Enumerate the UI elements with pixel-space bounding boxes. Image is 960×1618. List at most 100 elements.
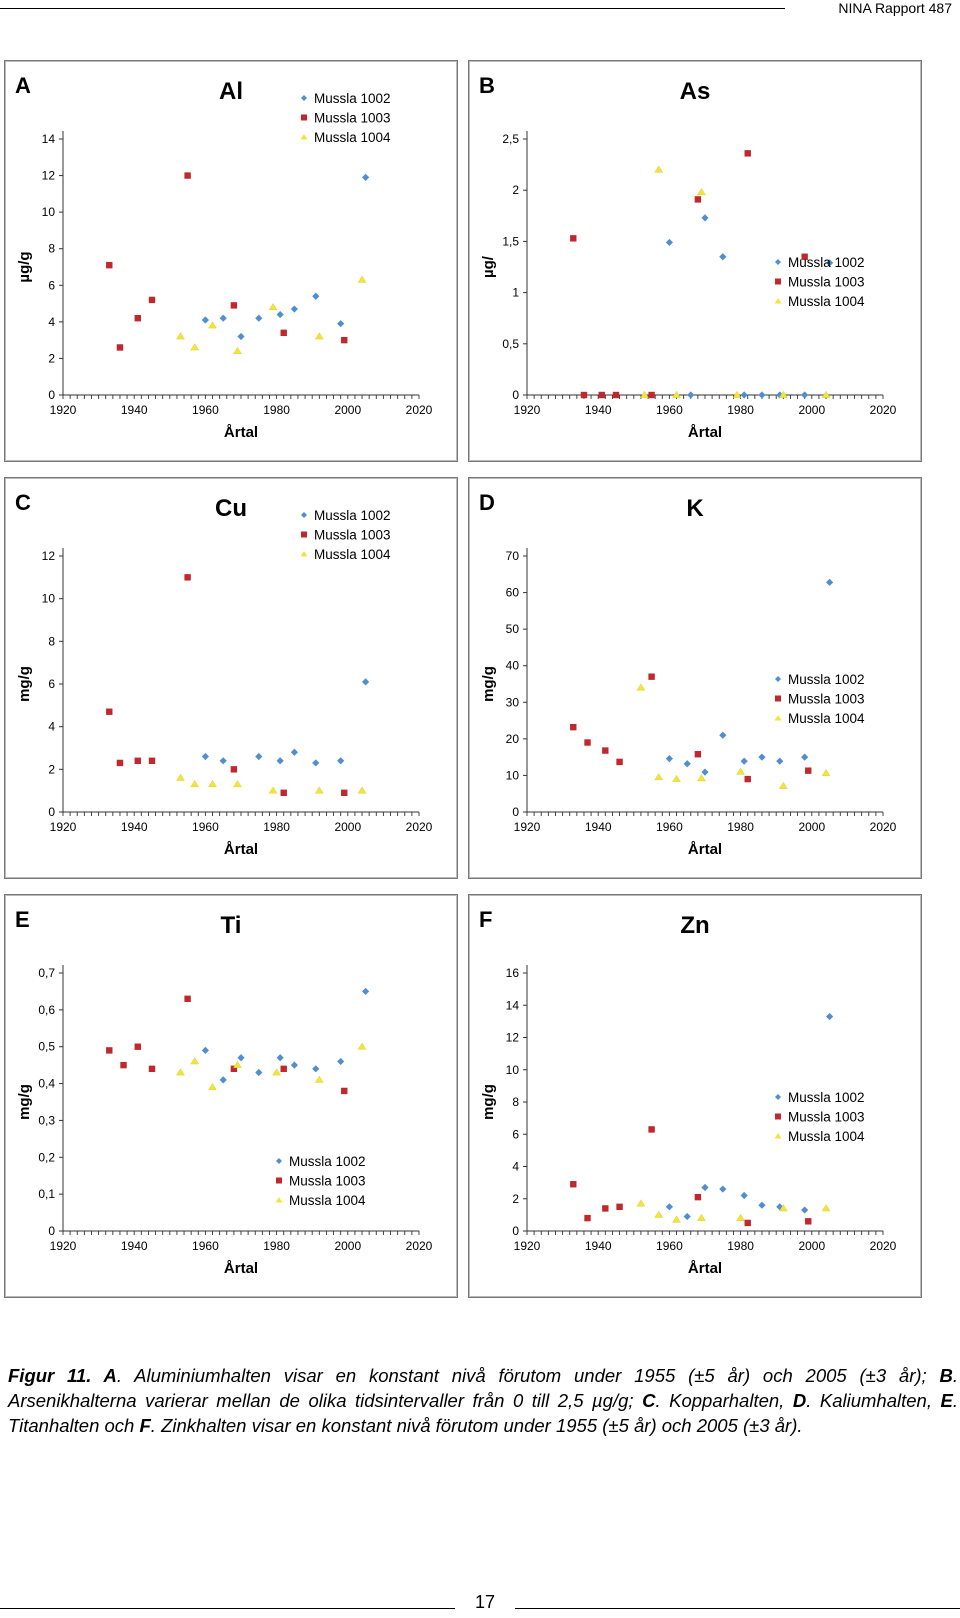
point-1002: [276, 1054, 284, 1062]
y-tick-label: 0: [48, 805, 55, 819]
point-1003: [341, 336, 348, 344]
legend-label-1004: Mussla 1004: [314, 547, 391, 562]
point-1002: [758, 391, 766, 399]
caption-text-e: . Titanhalten och: [8, 1390, 958, 1436]
chart-panel-b: B As 0 0,5 1 1,5 2 2,5 1920 1940 1960 1980 2000 2020 Å…: [468, 60, 922, 462]
point-1004: [233, 780, 242, 788]
x-tick-label: 1980: [727, 403, 754, 417]
point-1002: [826, 1012, 834, 1021]
chart-title-c: Cu: [215, 495, 247, 522]
point-1002: [219, 757, 227, 765]
y-tick-label: 12: [42, 169, 56, 183]
caption-text-d: . Kaliumhalten,: [806, 1390, 941, 1411]
point-1004: [268, 303, 278, 311]
legend-label-1004: Mussla 1004: [314, 130, 391, 145]
point-1003: [602, 1205, 609, 1212]
point-1004: [697, 188, 706, 196]
x-tick-label: 2020: [870, 1239, 897, 1253]
y-tick-label: 2: [48, 762, 55, 776]
legend-label-1003: Mussla 1003: [788, 1110, 865, 1125]
point-1002: [337, 1057, 345, 1066]
point-1003: [580, 391, 588, 399]
point-1003: [148, 1065, 156, 1073]
x-tick-label: 2000: [798, 1239, 825, 1253]
point-1003: [801, 253, 808, 260]
point-1004: [778, 1204, 788, 1212]
legend-label-1003: Mussla 1003: [289, 1174, 366, 1189]
chart-panel-c: C Cu 0 2 4 6 8 10 12 1920 1940 1960 1980 2000 2020 Årta…: [4, 477, 458, 879]
point-1004: [233, 1060, 242, 1068]
x-tick-label: 1940: [585, 820, 612, 834]
y-axis-label: µg/: [480, 255, 497, 278]
x-tick-label: 1920: [50, 403, 77, 417]
y-tick-label: 0,5: [38, 1040, 55, 1054]
point-1002: [290, 1061, 298, 1069]
chart-panel-f: F Zn 0 2 4 6 8 10 12 14 16 1920 1940 1960 1980 2000 2020…: [468, 894, 922, 1298]
point-1003: [612, 391, 620, 399]
point-1003: [602, 747, 609, 754]
point-1003: [744, 150, 751, 157]
point-1002: [255, 314, 263, 322]
chart-svg: F Zn 0 2 4 6 8 10 12 14 16 1920 1940 1960 1980 2000 2020…: [479, 907, 897, 1277]
point-1004: [654, 1210, 664, 1218]
point-1003: [744, 775, 751, 783]
figure-caption: Figur 11. A. Aluminiumhalten visar en ko…: [8, 1363, 958, 1438]
x-tick-label: 1980: [263, 403, 290, 417]
point-1004: [672, 774, 681, 782]
y-tick-label: 0,7: [38, 966, 55, 980]
point-1004: [208, 1083, 217, 1091]
y-tick-label: 0,4: [38, 1077, 55, 1091]
caption-text-c: . Kopparhalten,: [655, 1390, 793, 1411]
point-1004: [640, 390, 649, 398]
chart-title-e: Ti: [221, 912, 242, 939]
chart-title-f: Zn: [680, 912, 709, 939]
caption-label-e: E: [940, 1390, 953, 1411]
point-1003: [230, 302, 238, 309]
report-title: NINA Rapport 487: [838, 0, 952, 16]
legend-label-1003: Mussla 1003: [788, 275, 865, 290]
chart-panel-d: D K 0 10 20 30 40 50 60 70 1920 1940 1960 1980 2000 202…: [468, 477, 922, 879]
point-1002: [665, 238, 673, 247]
point-1002: [201, 316, 209, 324]
point-1002: [719, 1185, 727, 1193]
y-tick-label: 14: [42, 132, 56, 146]
chart-panel-e: E Ti 0 0,1 0,2 0,3 0,4 0,5 0,6 0,7 1920 1940 1960 198…: [4, 894, 458, 1298]
point-1002: [312, 759, 320, 767]
point-1003: [805, 767, 812, 774]
panel-letter-a: A: [15, 73, 31, 98]
point-1002: [801, 753, 809, 761]
x-tick-label: 2000: [334, 1239, 361, 1253]
point-1002: [362, 987, 370, 996]
y-axis-label: mg/g: [480, 666, 497, 702]
caption-text-b: . Arsenikhalterna varierar mellan de oli…: [8, 1365, 958, 1411]
x-axis-label: Årtal: [224, 1260, 258, 1277]
chart-svg: E Ti 0 0,1 0,2 0,3 0,4 0,5 0,6 0,7 1920 1940 1960 198…: [15, 907, 433, 1277]
point-1004: [654, 773, 664, 781]
point-1003: [134, 757, 141, 764]
point-1004: [190, 343, 200, 351]
point-1002: [719, 253, 727, 261]
point-1002: [758, 753, 766, 761]
legend-marker-1004: [774, 715, 782, 721]
y-tick-label: 0,5: [502, 337, 519, 351]
caption-label-c: C: [642, 1390, 656, 1411]
y-tick-label: 2: [512, 183, 519, 197]
point-1004: [736, 1213, 745, 1221]
point-1004: [736, 767, 745, 775]
point-1004: [636, 1199, 646, 1207]
x-tick-label: 1980: [727, 1239, 754, 1253]
point-1003: [648, 391, 655, 399]
point-1002: [683, 1212, 691, 1221]
legend-label-1004: Mussla 1004: [788, 294, 865, 309]
point-1004: [821, 390, 831, 398]
y-axis-label: mg/g: [16, 1084, 33, 1120]
x-tick-label: 2000: [798, 820, 825, 834]
point-1002: [665, 1203, 673, 1211]
point-1002: [826, 259, 834, 267]
caption-text-a: . Aluminiumhalten visar en konstant nivå…: [116, 1365, 940, 1386]
y-tick-label: 4: [48, 315, 55, 329]
point-1004: [732, 390, 742, 398]
legend-marker-1004: [774, 1133, 782, 1139]
x-tick-label: 2020: [406, 820, 433, 834]
point-1003: [230, 766, 238, 773]
